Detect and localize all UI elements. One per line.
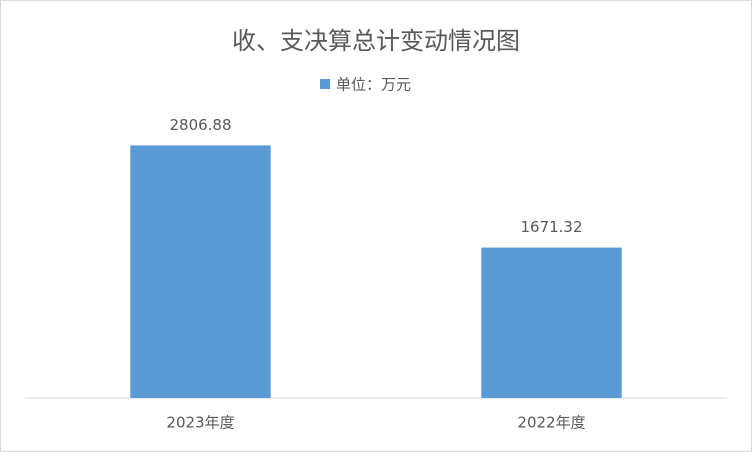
bar — [481, 247, 622, 398]
legend-swatch — [320, 79, 330, 89]
bar — [130, 145, 271, 398]
x-tick-label: 2022年度 — [517, 414, 585, 432]
chart-title: 收、支决算总计变动情况图 — [232, 27, 520, 55]
data-label: 2806.88 — [169, 116, 231, 134]
x-tick-label: 2023年度 — [166, 414, 234, 432]
legend-label: 单位：万元 — [336, 76, 411, 94]
data-label: 1671.32 — [520, 218, 582, 236]
